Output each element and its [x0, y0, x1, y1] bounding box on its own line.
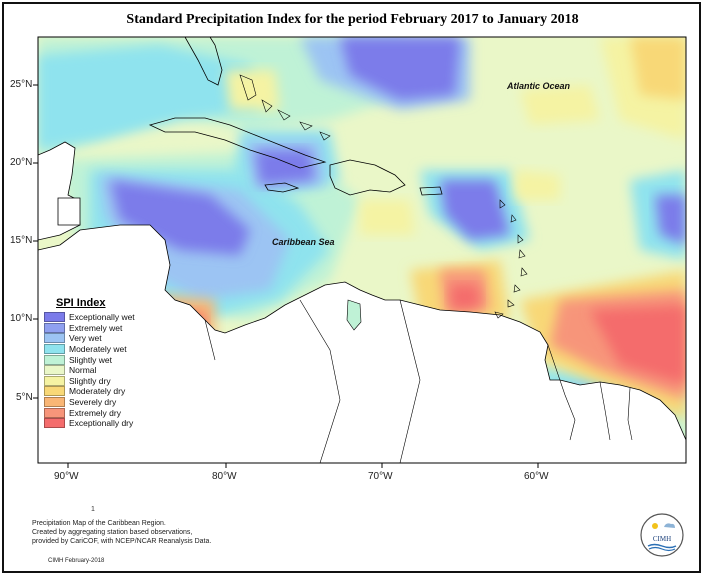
land-lesser-antilles	[494, 199, 528, 319]
label-caribbean-sea: Caribbean Sea	[272, 237, 335, 247]
legend-item: Very wet	[40, 333, 160, 344]
legend-item: Extremely dry	[40, 407, 160, 418]
legend-item: Extremely wet	[40, 322, 160, 334]
dry-atlantic-1	[520, 85, 600, 125]
y-tick-15n: 15°N	[10, 235, 33, 246]
legend-label: Slightly dry	[69, 375, 111, 386]
x-tick-70w: 70°W	[368, 471, 393, 482]
footer-credit: CIMH February-2018	[48, 558, 105, 564]
land-hispaniola	[329, 159, 406, 196]
legend-item: Slightly wet	[40, 354, 160, 365]
exc-wet-atlantic	[655, 195, 686, 245]
land-jamaica	[264, 182, 300, 193]
legend-title: SPI Index	[56, 297, 106, 309]
legend-swatch	[44, 344, 65, 355]
page-mark: 1	[91, 506, 95, 513]
legend-label: Exceptionally dry	[69, 418, 134, 429]
legend-label: Severely dry	[69, 397, 117, 408]
caption-line-1: Precipitation Map of the Caribbean Regio…	[32, 520, 166, 527]
y-tick-25n: 25°N	[10, 79, 33, 90]
legend-label: Moderately wet	[69, 344, 127, 355]
map-caption: Precipitation Map of the Caribbean Regio…	[32, 519, 211, 546]
legend-label: Exceptionally wet	[69, 312, 135, 323]
legend-swatch	[44, 375, 65, 386]
legend-swatch	[44, 397, 65, 408]
legend-swatch	[44, 407, 65, 418]
land-central-south-america	[38, 224, 686, 463]
legend-items: Exceptionally wet Extremely wet Very wet…	[40, 312, 160, 429]
land-bahamas	[239, 74, 331, 141]
legend-item: Slightly dry	[40, 375, 160, 387]
legend-label: Moderately dry	[69, 386, 126, 397]
sun-icon	[652, 523, 658, 529]
spi-legend: SPI Index Exceptionally wet Extremely we…	[40, 297, 160, 429]
exc-wet-east	[440, 180, 510, 240]
plot-border	[37, 36, 687, 464]
label-atlantic-ocean: Atlantic Ocean	[506, 81, 571, 91]
x-tick-90w: 90°W	[54, 471, 79, 482]
logo-text: CIMH	[653, 535, 671, 543]
legend-label: Extremely wet	[69, 322, 123, 333]
legend-item: Normal	[40, 365, 160, 376]
land-florida	[184, 37, 223, 86]
land-borders	[204, 299, 633, 463]
legend-item: Exceptionally dry	[40, 418, 160, 429]
legend-swatch	[44, 333, 65, 344]
wave-icon	[648, 546, 676, 552]
dry-hispaniola-south	[360, 200, 415, 235]
caption-line-2: Created by aggregating station based obs…	[32, 529, 193, 536]
land-cuba	[148, 117, 327, 169]
legend-label: Very wet	[69, 333, 102, 344]
legend-swatch	[44, 354, 65, 365]
y-tick-10n: 10°N	[10, 313, 33, 324]
land-belize-box	[57, 197, 81, 226]
y-tick-5n: 5°N	[16, 392, 33, 403]
x-tick-60w: 60°W	[524, 471, 549, 482]
land-puerto-rico	[419, 186, 443, 196]
exc-wet-sea	[110, 180, 250, 255]
wave-icon	[647, 543, 677, 549]
exc-wet-jamaica	[255, 150, 315, 185]
exc-dry-venezuela	[450, 285, 480, 310]
cloud-icon	[664, 523, 675, 528]
mod-wet-gulf	[38, 45, 260, 150]
legend-item: Exceptionally wet	[40, 312, 160, 323]
exc-dry-atlantic	[590, 305, 686, 385]
mod-dry-ne	[630, 37, 686, 100]
legend-item: Severely dry	[40, 397, 160, 408]
legend-swatch	[44, 312, 65, 323]
spi-field	[38, 37, 686, 463]
legend-label: Slightly wet	[69, 354, 112, 365]
x-tick-80w: 80°W	[212, 471, 237, 482]
legend-swatch	[44, 322, 65, 333]
land-lake-maracaibo	[346, 299, 362, 331]
cimh-logo: CIMH	[640, 513, 684, 557]
axis-ticks	[33, 84, 539, 468]
dry-florida	[225, 70, 280, 110]
legend-item: Moderately dry	[40, 386, 160, 397]
legend-item: Moderately wet	[40, 344, 160, 355]
y-tick-20n: 20°N	[10, 157, 33, 168]
legend-swatch	[44, 365, 65, 376]
exc-wet-bahamas	[340, 37, 460, 100]
dry-atlantic-3	[515, 170, 560, 200]
legend-label: Extremely dry	[69, 407, 121, 418]
map-title: Standard Precipitation Index for the per…	[126, 12, 579, 27]
caption-line-3: provided by CariCOF, with NCEP/NCAR Rean…	[32, 538, 212, 545]
legend-swatch	[44, 418, 65, 429]
legend-label: Normal	[69, 365, 97, 376]
legend-swatch	[44, 386, 65, 397]
